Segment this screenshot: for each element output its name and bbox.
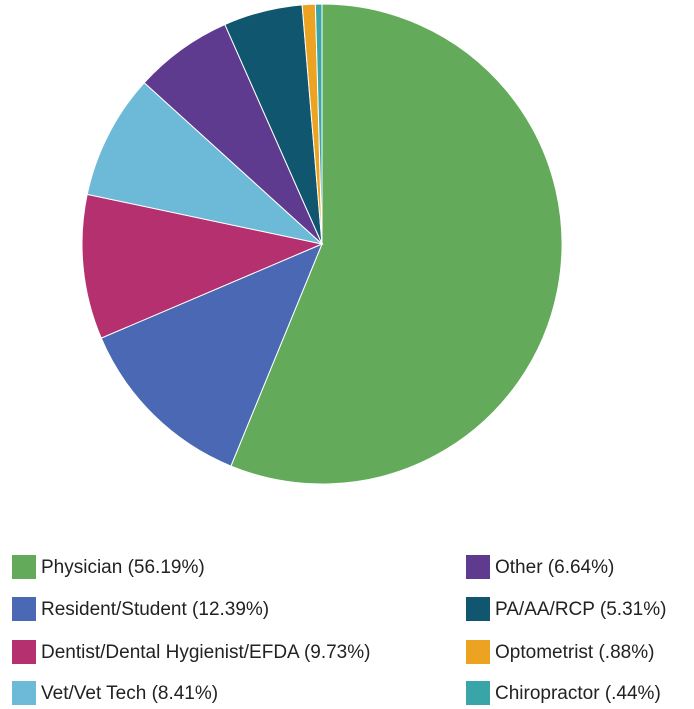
legend-swatch bbox=[466, 555, 490, 579]
legend-swatch bbox=[12, 555, 36, 579]
legend-label: Optometrist (.88%) bbox=[495, 642, 654, 663]
legend-swatch bbox=[466, 681, 490, 705]
pie-slice bbox=[314, 3, 323, 245]
legend-swatch bbox=[12, 597, 36, 621]
legend-swatch bbox=[12, 681, 36, 705]
legend-label: Chiropractor (.44%) bbox=[495, 683, 661, 704]
legend-label: Resident/Student (12.39%) bbox=[41, 599, 269, 620]
legend-label: PA/AA/RCP (5.31%) bbox=[495, 599, 666, 620]
pie-slice bbox=[81, 193, 324, 339]
legend-label: Other (6.64%) bbox=[495, 557, 614, 578]
pie-slice bbox=[230, 3, 563, 485]
legend-swatch bbox=[466, 640, 490, 664]
legend-label: Physician (56.19%) bbox=[41, 557, 205, 578]
pie-slice bbox=[86, 82, 324, 245]
legend-label: Dentist/Dental Hygienist/EFDA (9.73%) bbox=[41, 642, 370, 663]
legend-swatch bbox=[12, 640, 36, 664]
legend-swatch bbox=[466, 597, 490, 621]
legend-label: Vet/Vet Tech (8.41%) bbox=[41, 683, 218, 704]
pie-slice bbox=[100, 243, 323, 467]
